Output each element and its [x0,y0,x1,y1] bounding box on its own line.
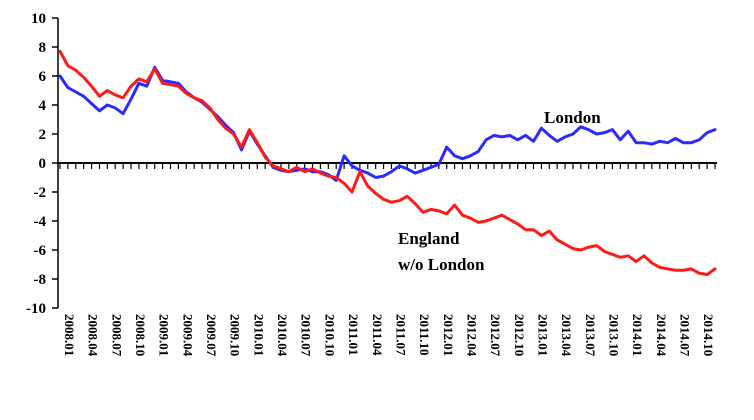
x-tick-label: 2008.01 [62,314,77,356]
y-tick-label: 0 [39,156,47,172]
series-line-england-wo-london [58,49,717,277]
x-tick-label: 2009.07 [204,314,219,357]
x-tick-label: 2012.04 [464,314,479,357]
y-tick-label: -10 [26,301,46,317]
england-label-line-2: w/o London [398,255,485,274]
x-tick-label: 2008.04 [86,314,101,357]
england-label-line-1: England [398,229,460,248]
x-tick-label: 2012.07 [488,314,503,357]
x-tick-label: 2011.01 [346,314,361,356]
x-tick-label: 2010.10 [322,314,337,356]
x-tick-label: 2008.10 [133,314,148,356]
x-tick-label: 2011.04 [370,314,385,356]
x-tick-label: 2012.10 [512,314,527,356]
x-axis: 2008.01 2008.04 2008.07 2008.10 2009.01 2009.… [62,314,716,357]
y-tick-label: -8 [34,272,47,288]
x-tick-label: 2010.04 [275,314,290,357]
series-layer [58,49,717,277]
x-tick-label: 2009.01 [157,314,172,356]
x-tick-label: 2013.07 [583,314,598,357]
series-line-london [58,65,717,182]
y-tick-label: 8 [39,40,47,56]
x-tick-label: 2014.04 [654,314,669,357]
y-tick-label: 10 [31,11,46,27]
x-tick-label: 2014.10 [701,314,716,356]
x-tick-label: 2009.04 [180,314,195,357]
y-tick-label: -6 [34,243,47,259]
y-tick-label: 4 [39,98,47,114]
x-tick-label: 2014.07 [678,314,693,357]
x-tick-label: 2013.01 [535,314,550,356]
y-tick-label: 6 [39,69,47,85]
y-tick-label: -2 [34,185,47,201]
x-tick-label: 2010.07 [299,314,314,357]
x-tick-label: 2011.10 [417,314,432,356]
x-tick-label: 2012.01 [441,314,456,356]
x-tick-label: 2010.01 [251,314,266,356]
zero-axis [58,162,717,169]
london-label: London [544,108,601,127]
x-tick-label: 2014.01 [630,314,645,356]
x-tick-label: 2009.10 [228,314,243,356]
y-axis: 10 8 6 4 2 0 -2 -4 -6 -8 -10 [26,11,59,317]
x-tick-label: 2013.10 [607,314,622,356]
x-tick-label: 2011.07 [393,314,408,356]
y-tick-label: 2 [39,127,47,143]
x-tick-label: 2008.07 [109,314,124,357]
x-tick-label: 2013.04 [559,314,574,357]
y-tick-label: -4 [34,214,47,230]
